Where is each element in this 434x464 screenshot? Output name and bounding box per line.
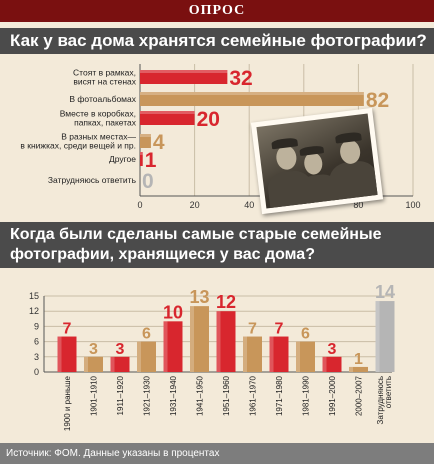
value-label: 12 <box>216 292 236 312</box>
bar-highlight <box>140 92 364 95</box>
value-label: 3 <box>89 341 98 358</box>
value-label: 13 <box>189 287 209 307</box>
x-tick-label: 100 <box>405 200 420 210</box>
value-label: 7 <box>63 321 72 338</box>
category-label: В разных местах— <box>61 132 136 142</box>
y-tick-label: 3 <box>34 352 39 362</box>
bar <box>57 336 77 372</box>
value-label: 3 <box>116 341 125 358</box>
bar-highlight <box>190 306 194 372</box>
bar-highlight <box>110 356 115 372</box>
x-tick-label: 80 <box>353 200 363 210</box>
bar-highlight <box>243 336 247 372</box>
x-category-label: 1951–1960 <box>222 375 231 416</box>
category-label: Вместе в коробках, <box>60 109 136 119</box>
question-1-title: Как у вас дома хранятся семейные фотогра… <box>0 28 434 54</box>
value-label: 10 <box>163 302 183 322</box>
category-label: в книжках, среди вещей и пр. <box>20 141 136 151</box>
bar-highlight <box>140 70 228 73</box>
value-label: 7 <box>248 321 257 338</box>
value-label: 32 <box>229 67 252 90</box>
x-category-label: 1961–1970 <box>249 375 258 416</box>
bar-highlight <box>375 301 380 372</box>
value-label: 1 <box>354 351 363 368</box>
x-category-label: 1991–2000 <box>328 375 337 416</box>
bar-highlight <box>84 356 88 372</box>
y-tick-label: 0 <box>34 367 39 377</box>
x-category-label: 1921–1930 <box>143 375 152 416</box>
bar <box>243 336 262 372</box>
value-label: 82 <box>366 89 389 112</box>
bar-highlight <box>140 134 151 137</box>
x-tick-label: 20 <box>190 200 200 210</box>
bar <box>190 306 209 372</box>
x-category-label: 1911–1920 <box>116 375 125 415</box>
y-tick-label: 15 <box>29 291 39 301</box>
category-label: висят на стенах <box>73 77 136 87</box>
y-tick-label: 12 <box>29 306 39 316</box>
bar-highlight <box>296 341 300 372</box>
bar <box>375 301 395 372</box>
bar <box>140 152 143 166</box>
bar <box>296 341 315 372</box>
bar-highlight <box>140 111 195 114</box>
photo-content <box>256 113 378 209</box>
bar <box>140 92 364 106</box>
category-label: Другое <box>109 154 136 164</box>
x-category-label: 2000–2007 <box>355 375 364 416</box>
bar <box>137 341 156 372</box>
x-tick-label: 40 <box>244 200 254 210</box>
x-category-label: 1981–1990 <box>302 375 311 416</box>
x-category-label: 1971–1980 <box>275 375 284 416</box>
x-tick-label: 0 <box>137 200 142 210</box>
bar-highlight <box>137 341 141 372</box>
section-header: ОПРОС <box>0 0 434 22</box>
bar-highlight <box>349 366 353 372</box>
value-label: 4 <box>153 131 165 154</box>
x-category-label: 1931–1940 <box>169 375 178 416</box>
source-note: Источник: ФОМ. Данные указаны в процента… <box>0 443 434 464</box>
y-tick-label: 9 <box>34 321 39 331</box>
bar <box>349 366 368 372</box>
x-category-label: 1941–1950 <box>196 375 205 416</box>
y-tick-label: 6 <box>34 337 39 347</box>
question-2-title: Когда были сделаны самые старые семейные… <box>0 222 434 268</box>
bar <box>216 311 236 372</box>
value-label: 0 <box>142 170 154 193</box>
bar <box>163 321 183 372</box>
bar <box>140 111 195 125</box>
bar <box>110 356 130 372</box>
value-label: 20 <box>197 108 220 131</box>
photo-soldiers-image <box>250 107 384 215</box>
category-label: папках, пакетах <box>74 118 137 128</box>
x-category-label: 1901–1910 <box>90 375 99 416</box>
value-label: 6 <box>142 326 151 343</box>
value-label: 7 <box>275 321 284 338</box>
bar <box>140 134 151 148</box>
value-label: 3 <box>328 341 337 358</box>
bar <box>140 70 228 84</box>
bar <box>84 356 103 372</box>
question-2-title-line-2: фотографии, хранящиеся у вас дома? <box>10 246 315 263</box>
x-category-label: 1900 и раньше <box>63 375 72 431</box>
bar <box>269 336 289 372</box>
x-category-label: ответить <box>384 376 393 408</box>
question-2-title-line-1: Когда были сделаны самые старые семейные <box>10 226 382 243</box>
bar-highlight <box>140 152 143 155</box>
category-label: Стоят в рамках, <box>73 68 136 78</box>
bar-highlight <box>57 336 62 372</box>
bar-highlight <box>216 311 221 372</box>
x-category-label: Затрудняюсь <box>376 376 385 424</box>
bar-highlight <box>322 356 327 372</box>
category-label: В фотоальбомах <box>69 94 136 104</box>
value-label: 1 <box>145 149 157 172</box>
value-label: 6 <box>301 326 310 343</box>
category-label: Затрудняюсь ответить <box>48 175 137 185</box>
bar <box>322 356 342 372</box>
bar-highlight <box>269 336 274 372</box>
value-label: 14 <box>375 282 395 302</box>
bar-highlight <box>163 321 168 372</box>
